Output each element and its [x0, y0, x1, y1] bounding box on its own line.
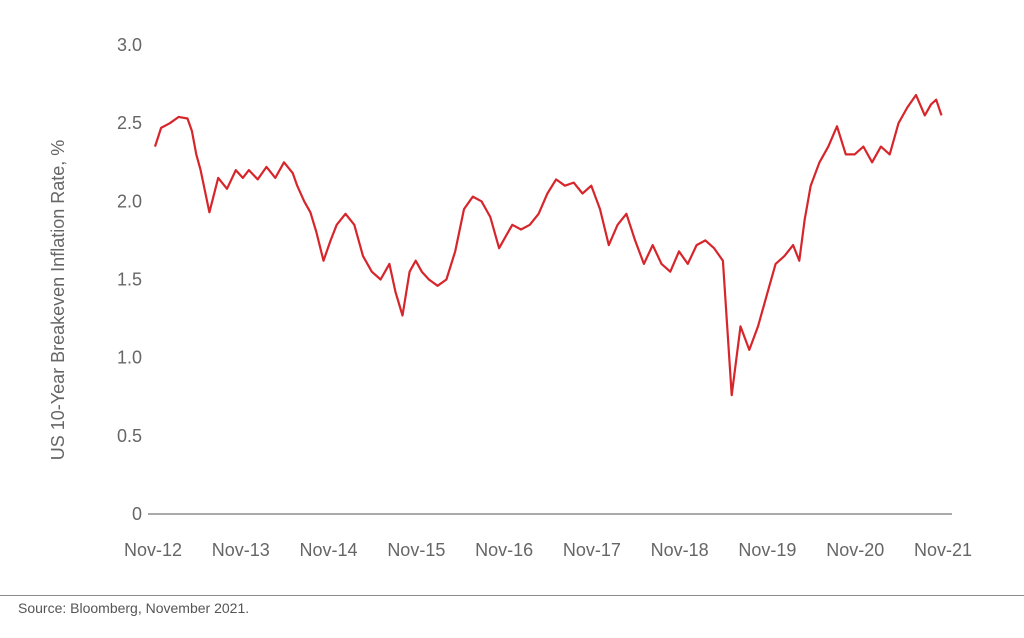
x-tick-label: Nov-14	[300, 540, 358, 560]
x-tick-label: Nov-15	[387, 540, 445, 560]
y-tick-label: 2.0	[117, 191, 142, 211]
x-tick-label: Nov-21	[914, 540, 972, 560]
y-tick-label: 1.0	[117, 348, 142, 368]
x-tick-label: Nov-18	[651, 540, 709, 560]
y-tick-label: 0.5	[117, 426, 142, 446]
y-axis-ticks: 0 0.5 1.0 1.5 2.0 2.5 3.0	[117, 35, 142, 524]
y-tick-label: 1.5	[117, 270, 142, 290]
chart: 00.51.01.52.02.53.0 Nov-12 Nov-13 Nov-14 No…	[48, 35, 972, 560]
footer-divider	[0, 595, 1024, 596]
x-tick-label: Nov-19	[738, 540, 796, 560]
x-axis-ticks: Nov-12 Nov-13 Nov-14 Nov-15 Nov-16 Nov-17 Nov-…	[124, 540, 972, 560]
x-tick-label: Nov-20	[826, 540, 884, 560]
y-tick-label: 2.5	[117, 113, 142, 133]
x-tick-label: Nov-12	[124, 540, 182, 560]
y-tick-label: 3.0	[117, 35, 142, 55]
y-tick-label: 0	[132, 504, 142, 524]
x-tick-label: Nov-17	[563, 540, 621, 560]
series-line	[153, 93, 943, 397]
x-tick-label: Nov-13	[212, 540, 270, 560]
source-note: Source: Bloomberg, November 2021.	[18, 600, 250, 616]
y-axis-label: US 10-Year Breakeven Inflation Rate, %	[48, 140, 68, 461]
x-tick-label: Nov-16	[475, 540, 533, 560]
